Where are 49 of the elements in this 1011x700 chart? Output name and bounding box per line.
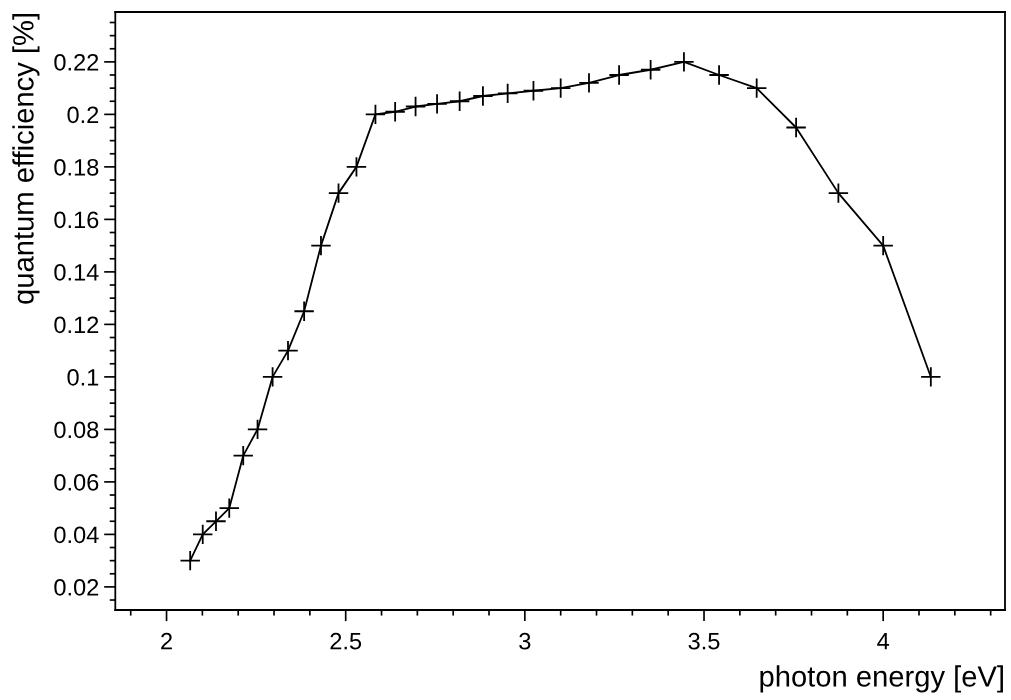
- x-tick-label: 3: [519, 632, 531, 650]
- point: [293, 300, 315, 322]
- y-tick-label: 0.12: [54, 316, 99, 334]
- y-tick-label: 0.06: [54, 473, 99, 491]
- point: [746, 77, 768, 99]
- point: [310, 235, 332, 257]
- point: [449, 90, 471, 112]
- point: [426, 93, 448, 115]
- point: [550, 77, 572, 99]
- y-tick-label: 0.08: [54, 421, 99, 439]
- point: [232, 445, 254, 467]
- point: [827, 182, 850, 204]
- y-tick-label: 0.14: [54, 263, 99, 281]
- y-tick-label: 0.22: [54, 53, 99, 71]
- point: [404, 95, 427, 118]
- point: [364, 103, 387, 126]
- point: [785, 116, 807, 139]
- y-tick-label: 0.18: [54, 158, 99, 176]
- x-tick-label: 2.5: [330, 632, 362, 650]
- point: [246, 418, 269, 441]
- point: [261, 366, 284, 388]
- x-tick-label: 4: [877, 633, 890, 650]
- point: [345, 156, 368, 178]
- point: [218, 497, 240, 519]
- y-tick-label: 0.16: [54, 211, 99, 229]
- point: [872, 235, 894, 257]
- point: [179, 550, 201, 572]
- x-tick-label: 2: [161, 632, 172, 650]
- y-tick-label: 0.2: [67, 106, 99, 124]
- y-tick-label: 0.02: [54, 578, 99, 596]
- point: [327, 182, 350, 204]
- point: [192, 523, 214, 546]
- x-axis-title: photon energy [eV]: [760, 665, 1003, 693]
- point: [673, 51, 695, 73]
- x-tick-label: 3.5: [688, 632, 720, 650]
- point: [608, 64, 630, 86]
- point: [578, 72, 600, 94]
- y-axis-title: quantum efficiency [%]: [12, 14, 40, 304]
- point: [708, 64, 730, 86]
- point: [205, 510, 227, 532]
- y-tick-label: 0.1: [67, 368, 99, 386]
- point: [522, 80, 545, 102]
- y-tick-label: 0.04: [54, 526, 99, 544]
- point: [472, 85, 494, 107]
- point: [639, 59, 662, 81]
- point: [920, 366, 942, 388]
- point: [384, 101, 406, 123]
- point: [277, 340, 299, 362]
- point: [497, 82, 519, 105]
